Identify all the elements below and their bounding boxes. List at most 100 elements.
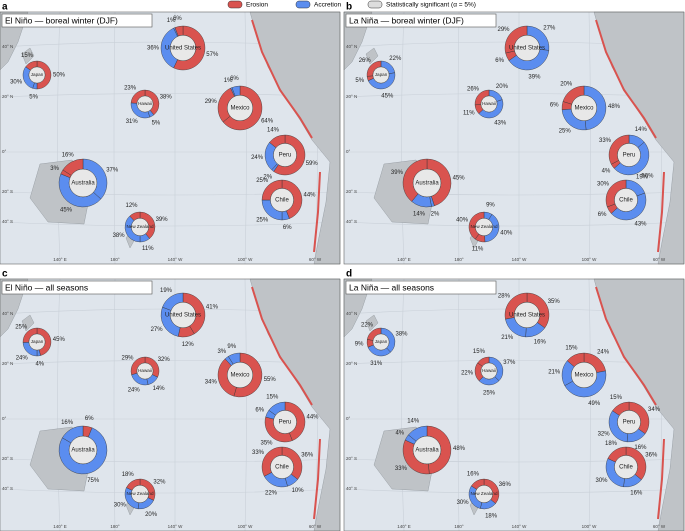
donut-center (270, 188, 294, 212)
donut-center (475, 218, 493, 236)
donut-value-label: 20% (560, 81, 573, 87)
donut-name: Australia (71, 181, 95, 187)
donut-center (68, 435, 98, 465)
lat-label: 20° N (2, 361, 13, 366)
donut-value-label: 33% (252, 450, 265, 456)
donut-value-label: 57% (206, 52, 219, 58)
donut-value-label: 16% (61, 420, 74, 426)
donut-value-label: 44% (306, 414, 319, 420)
donut-center (617, 143, 641, 167)
donut-value-label: 25% (256, 178, 269, 184)
donut-center (227, 362, 253, 388)
donut-value-label: 3% (217, 349, 226, 355)
donut-name: New Zealand (470, 491, 498, 496)
lon-label: 60° W (653, 257, 666, 262)
lon-label: 140° E (53, 257, 67, 262)
lat-label: 40° N (346, 311, 357, 316)
donut-value-label: 45% (53, 337, 66, 343)
lon-label: 180° (454, 257, 464, 262)
panel-frame (0, 278, 341, 531)
donut-value-label: 14% (413, 212, 426, 218)
donut-value-label: 15% (473, 349, 486, 355)
donut-value-label: 36% (301, 452, 314, 458)
donut-value-label: 37% (503, 360, 516, 366)
donut-value-label: 14% (407, 419, 420, 425)
panel-title: El Niño — boreal winter (DJF) (5, 15, 118, 25)
donut-value-label: 18% (485, 513, 498, 519)
lon-label: 100° W (238, 524, 254, 529)
donut-name: United States (509, 46, 545, 52)
donut-name: Mexico (230, 106, 250, 112)
map-panel: El Niño — all seasons 140° E 180° 140° W 100… (0, 278, 341, 531)
donut-name: Chile (275, 198, 289, 204)
donut-value-label: 39% (156, 217, 169, 223)
title-box (1, 13, 153, 28)
lon-label: 60° W (309, 524, 322, 529)
donut-value-label: 22% (361, 323, 374, 329)
donut-value-label: 6% (283, 225, 292, 231)
donut-name: United States (165, 313, 201, 319)
donut-value-label: 28% (498, 293, 511, 299)
donut-value-label: 38% (160, 94, 173, 100)
donut-value-label: 9% (486, 202, 495, 208)
donut-center (227, 95, 253, 121)
donut-name: Japan (31, 339, 44, 344)
map-panel: La Niña — boreal winter (DJF) 140° E 180° 1… (343, 11, 685, 265)
donut-name: Peru (623, 420, 636, 426)
lat-label: 20° N (346, 361, 357, 366)
legend: Erosion Accretion Statistically significan… (227, 0, 476, 9)
lon-label: 100° W (582, 257, 598, 262)
donut-value-label: 25% (15, 324, 28, 330)
lon-label: 140° E (53, 524, 67, 529)
panel-letter: a (2, 2, 8, 13)
donut-name: Peru (623, 153, 636, 159)
panel-title: La Niña — all seasons (349, 282, 434, 292)
donut-value-label: 32% (158, 357, 171, 363)
donut-name: Chile (619, 198, 633, 204)
donut-value-label: 38% (113, 233, 126, 239)
donut-value-label: 18% (605, 441, 618, 447)
lat-label: 20° S (346, 189, 357, 194)
donut-value-label: 33% (599, 138, 612, 144)
donut-value-label: 31% (126, 119, 139, 125)
lon-label: 140° W (512, 524, 528, 529)
donut-value-label: 45% (381, 94, 394, 100)
donut-name: Mexico (574, 106, 594, 112)
legend-label: Erosion (246, 2, 268, 9)
donut-name: Peru (279, 420, 292, 426)
donut-value-label: 24% (16, 355, 29, 361)
donut-name: United States (509, 313, 545, 319)
donut-name: Mexico (574, 373, 594, 379)
donut-value-label: 15% (21, 53, 34, 59)
donut-center (28, 333, 46, 351)
donut-value-label: 19% (636, 175, 649, 181)
donut-value-label: 41% (206, 305, 219, 311)
title-box (1, 280, 153, 295)
donut-name: Mexico (230, 373, 250, 379)
donut-center (514, 35, 540, 61)
lat-label: 0° (346, 149, 351, 154)
donut-center (170, 302, 196, 328)
donut-value-label: 1% (167, 18, 176, 24)
donut-value-label: 50% (53, 73, 66, 79)
donut-value-label: 24% (597, 349, 610, 355)
donut-value-label: 50% (641, 174, 654, 180)
legend-label: Accretion (314, 2, 341, 9)
donut-center (617, 410, 641, 434)
donut-value-label: 6% (85, 416, 94, 422)
donut-name: Japan (31, 72, 44, 77)
donut-value-label: 27% (543, 26, 556, 32)
lon-label: 60° W (309, 257, 322, 262)
donut-value-label: 4% (395, 431, 404, 437)
donut-value-label: 15% (610, 395, 623, 401)
panel-letter: c (2, 269, 8, 280)
title-box (345, 280, 497, 295)
donut-name: New Zealand (126, 224, 154, 229)
donut-value-label: 6% (550, 102, 559, 108)
map-panel: La Niña — all seasons 140° E 180° 140° W 100… (343, 278, 685, 531)
lon-label: 100° W (582, 524, 598, 529)
donut-value-label: 34% (205, 379, 218, 385)
donut-value-label: 6% (495, 58, 504, 64)
donut-value-label: 20% (145, 512, 158, 518)
donut-name: New Zealand (470, 224, 498, 229)
